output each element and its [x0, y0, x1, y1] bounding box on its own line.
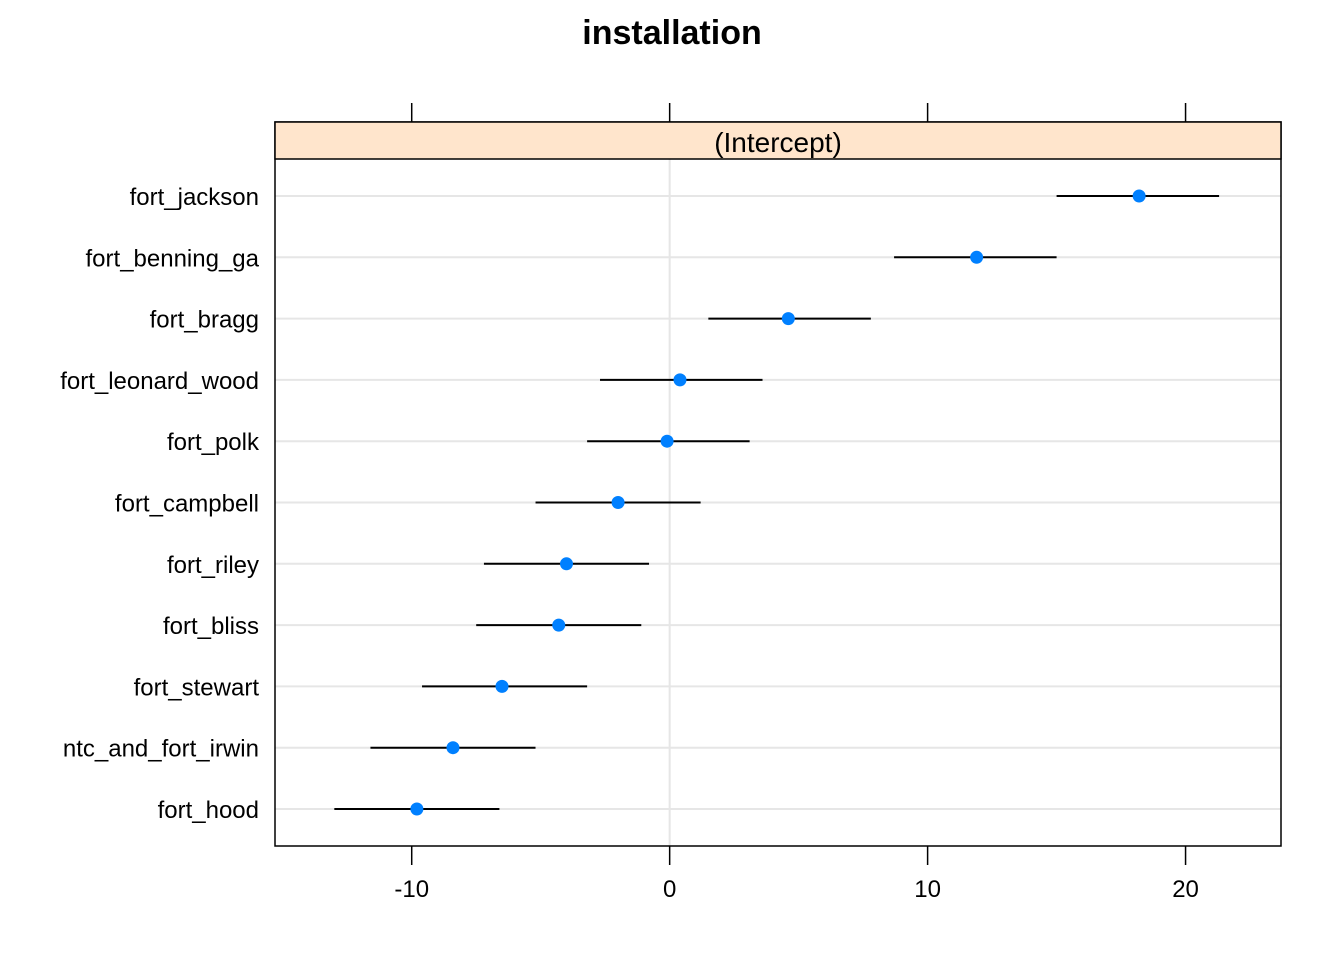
ylabel-ntc_and_fort_irwin: ntc_and_fort_irwin	[63, 736, 259, 763]
point-fort_riley	[559, 557, 573, 571]
xtick-label-0: 0	[663, 876, 676, 903]
point-fort_bliss	[552, 618, 566, 632]
point-fort_jackson	[1132, 189, 1146, 203]
strip-background	[274, 121, 1282, 160]
ylabel-fort_leonard_wood: fort_leonard_wood	[60, 368, 259, 395]
ylabel-fort_campbell: fort_campbell	[115, 491, 259, 518]
point-fort_bragg	[781, 312, 795, 326]
point-fort_polk	[660, 434, 674, 448]
point-fort_hood	[410, 802, 424, 816]
xtick-label-20: 20	[1172, 876, 1199, 903]
xtick-label-10: 10	[914, 876, 941, 903]
ylabel-fort_jackson: fort_jackson	[130, 184, 259, 211]
chart-title: installation	[582, 14, 761, 52]
y-axis-labels: fort_jackson fort_benning_ga fort_braggfor…	[60, 184, 260, 824]
ylabel-fort_polk: fort_polk	[167, 429, 260, 456]
ylabel-fort_bliss: fort_bliss	[163, 613, 259, 640]
grid-layer	[275, 159, 1281, 846]
point-ntc_and_fort_irwin	[446, 741, 460, 755]
xtick-label--10: -10	[394, 876, 429, 903]
ylabel-fort_stewart: fort_stewart	[134, 674, 260, 701]
x-axis: -10 0 10 20	[394, 103, 1199, 903]
ylabel-fort_riley: fort_riley	[167, 552, 259, 579]
point-fort_stewart	[495, 679, 509, 693]
point-fort_benning_ga	[970, 250, 984, 264]
ylabel-fort_bragg: fort_bragg	[150, 307, 259, 334]
marks-layer	[334, 189, 1220, 816]
panel-frame	[274, 121, 1282, 847]
strip-label: (Intercept)	[714, 127, 842, 158]
point-fort_campbell	[611, 496, 625, 509]
ylabel-fort_benning_ga: fort_benning_ga	[86, 245, 260, 272]
point-fort_leonard_wood	[673, 373, 687, 387]
ylabel-fort_hood: fort_hood	[158, 797, 259, 824]
